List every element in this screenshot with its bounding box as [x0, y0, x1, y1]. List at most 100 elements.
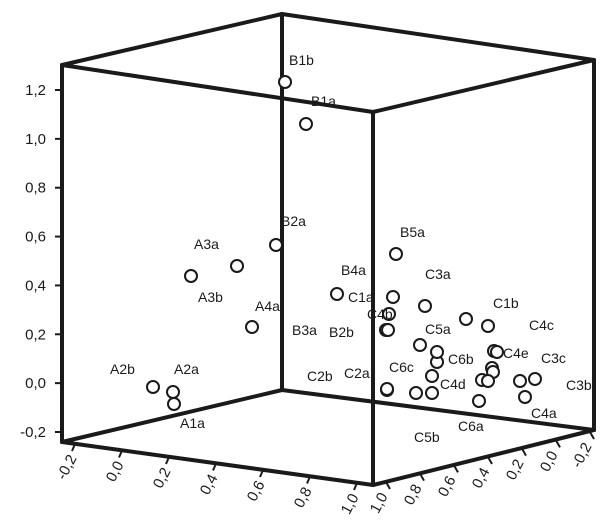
box-edge	[60, 440, 375, 487]
data-point-label: C2b	[307, 368, 333, 384]
data-point-marker	[528, 372, 542, 386]
front-tick	[306, 476, 311, 484]
side-tick	[555, 439, 561, 448]
data-point-label: C3c	[541, 350, 566, 366]
data-point: C5b	[414, 386, 440, 445]
data-point: C4d	[440, 374, 495, 392]
front-tick-label: -0,2	[53, 452, 80, 483]
data-point-label: C5b	[414, 429, 440, 445]
side-tick-label: 0,2	[503, 457, 528, 483]
data-point: B4a	[330, 262, 366, 301]
data-point-marker	[269, 238, 283, 252]
data-point-marker	[389, 247, 403, 261]
data-point: C4b	[367, 306, 396, 322]
data-point-marker	[413, 338, 427, 352]
data-point-label: C4a	[531, 405, 557, 421]
side-tick	[419, 473, 425, 482]
data-point-marker	[299, 117, 313, 131]
vertical-tick-label: -0,2	[20, 424, 46, 441]
box-edge	[280, 12, 596, 62]
data-point-label: C1a	[348, 289, 374, 305]
side-tick-label: 0,4	[469, 465, 494, 491]
side-tick-label: 0,8	[401, 482, 426, 508]
data-point: C1b	[481, 295, 519, 333]
vertical-tick-label: 0,2	[25, 326, 46, 343]
data-point-marker	[386, 290, 400, 304]
data-point-marker	[481, 319, 495, 333]
front-tick-label: 0,6	[244, 478, 269, 504]
data-point: C4a	[518, 390, 557, 421]
data-point-label: C6b	[448, 351, 474, 367]
side-tick-label: 0,0	[537, 448, 562, 474]
front-tick-label: 0,2	[150, 465, 175, 491]
data-point-label: C2a	[344, 365, 370, 381]
data-point: C1a	[348, 289, 400, 305]
data-point-marker	[166, 385, 180, 399]
data-point-marker	[245, 320, 259, 334]
side-tick	[453, 464, 459, 473]
data-point: C2a	[344, 365, 394, 396]
data-point-marker	[472, 394, 486, 408]
data-point-marker	[418, 299, 432, 313]
box-edge	[60, 388, 284, 444]
box-edge	[60, 12, 284, 67]
data-point: A3b	[184, 269, 223, 305]
data-point-label: B2a	[281, 213, 306, 229]
data-point-marker	[459, 312, 473, 326]
box-edge	[371, 428, 596, 487]
side-tick-label: 0,6	[435, 473, 460, 499]
box-edge	[60, 63, 375, 114]
data-point-marker	[481, 374, 495, 388]
data-point-label: C4e	[503, 345, 529, 361]
data-point-label: C4d	[440, 376, 466, 392]
data-point-label: B5a	[400, 224, 425, 240]
data-point: B1a	[299, 93, 336, 131]
data-point: B5a	[389, 224, 425, 261]
front-tick-label: 0,0	[103, 458, 128, 484]
data-point: C3b	[513, 374, 592, 393]
front-tick-label: 0,4	[197, 471, 222, 497]
data-point-marker	[230, 259, 244, 273]
data-point-label: C3b	[566, 377, 592, 393]
data-point-marker	[382, 307, 396, 321]
front-tick-label: 1,0	[338, 491, 363, 517]
data-point-label: A3a	[194, 236, 219, 252]
data-point: A2b	[110, 361, 160, 394]
data-point-marker	[430, 345, 444, 359]
side-tick	[487, 456, 493, 465]
data-point-marker	[381, 323, 395, 337]
data-point-marker	[330, 287, 344, 301]
data-point-label: B4a	[341, 262, 366, 278]
box-edge	[280, 388, 596, 432]
front-tick	[353, 482, 358, 491]
data-point: C4e	[490, 345, 529, 361]
data-point-label: B1a	[311, 93, 336, 109]
box-edge	[371, 58, 596, 114]
data-point-marker	[490, 345, 504, 359]
front-tick	[71, 443, 76, 452]
data-point-marker	[167, 397, 181, 411]
data-point-label: C6a	[458, 418, 484, 434]
data-point-label: B1b	[289, 52, 314, 68]
data-point: A1a	[167, 397, 205, 431]
data-point-marker	[513, 374, 527, 388]
data-point-marker	[425, 386, 439, 400]
data-point: B2b	[329, 323, 395, 340]
data-point: B2a	[269, 213, 306, 252]
data-point-marker	[146, 380, 160, 394]
data-point-label: B3a	[292, 322, 317, 338]
front-tick-label: 0,8	[291, 484, 316, 510]
front-tick	[165, 456, 170, 465]
data-point: B1b	[278, 52, 314, 89]
data-point: A3a	[194, 236, 244, 273]
data-point-marker	[380, 382, 394, 396]
data-point-label: A1a	[180, 415, 205, 431]
plot-box	[60, 12, 596, 487]
vertical-tick-label: 0,8	[25, 180, 46, 197]
data-point-label: C4b	[367, 306, 393, 322]
data-point-label: B2b	[329, 324, 354, 340]
data-point-marker	[184, 269, 198, 283]
vertical-tick-label: 0,0	[25, 375, 46, 392]
data-point-marker	[425, 369, 439, 383]
